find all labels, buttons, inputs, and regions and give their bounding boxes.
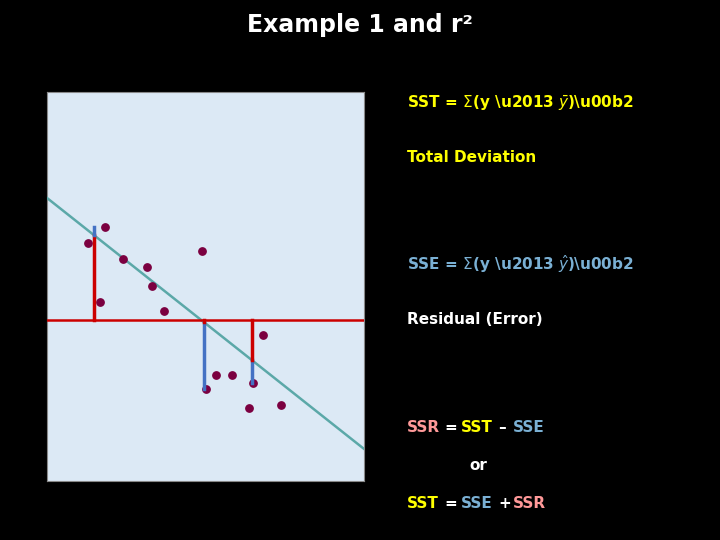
Point [248, 379, 259, 388]
Text: SST = $\Sigma$(y \u2013 $\bar{y}$)\u00b2: SST = $\Sigma$(y \u2013 $\bar{y}$)\u00b2 [407, 94, 634, 113]
Text: =: = [444, 420, 457, 435]
X-axis label: Nonexercise activity (calories): Nonexercise activity (calories) [110, 505, 300, 515]
Text: or: or [470, 458, 487, 473]
Point [94, 298, 105, 307]
Point [226, 371, 238, 380]
Text: SSR: SSR [407, 420, 440, 435]
Point [99, 222, 111, 231]
Point [210, 371, 222, 380]
Text: SSE: SSE [461, 496, 492, 511]
Text: SSE: SSE [513, 420, 545, 435]
Text: SSE = $\Sigma$(y \u2013 $\hat{y}$)\u00b2: SSE = $\Sigma$(y \u2013 $\hat{y}$)\u00b2 [407, 253, 634, 275]
Point [117, 255, 129, 264]
Text: =: = [444, 496, 457, 511]
Text: Example 1 and r²: Example 1 and r² [247, 14, 473, 37]
Point [276, 401, 287, 409]
Point [82, 239, 94, 247]
Point [158, 306, 170, 315]
Text: Total Deviation: Total Deviation [407, 150, 536, 165]
Text: SSR: SSR [513, 496, 546, 511]
Point [141, 263, 153, 272]
Y-axis label: Fat gain (kilograms): Fat gain (kilograms) [15, 223, 25, 349]
Text: –: – [498, 420, 506, 435]
Text: SST: SST [461, 420, 492, 435]
Point [257, 330, 269, 339]
Point [147, 282, 158, 291]
Text: +: + [498, 496, 511, 511]
Point [201, 384, 212, 393]
Point [196, 247, 207, 255]
Text: Residual (Error): Residual (Error) [407, 312, 542, 327]
Text: SST: SST [407, 496, 438, 511]
Point [243, 403, 254, 412]
